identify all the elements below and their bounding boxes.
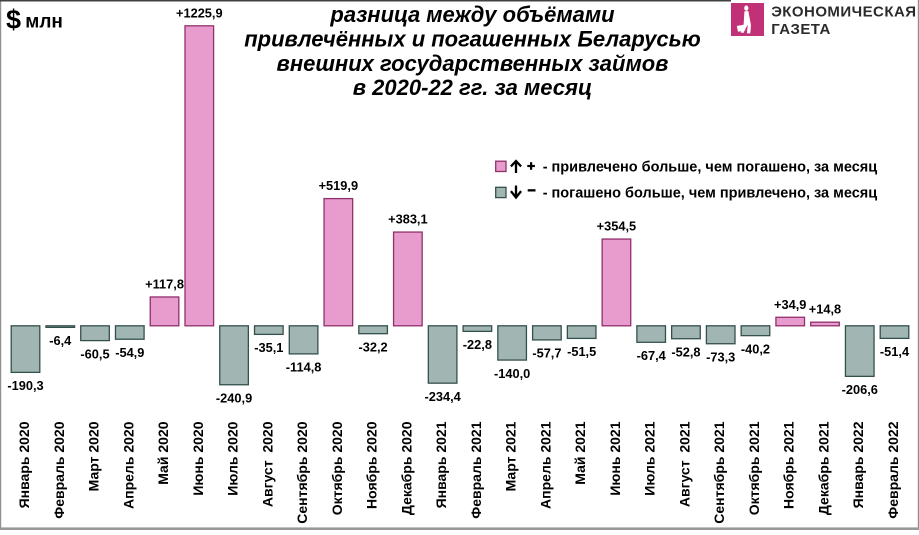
svg-text:Декабрь 2021: Декабрь 2021 [815, 421, 831, 515]
svg-text:Октябрь 2020: Октябрь 2020 [329, 421, 345, 515]
svg-text:-140,0: -140,0 [494, 366, 530, 381]
svg-text:Июнь 2020: Июнь 2020 [190, 421, 206, 495]
svg-text:Декабрь 2020: Декабрь 2020 [398, 421, 414, 515]
svg-text:-52,8: -52,8 [671, 345, 700, 360]
svg-text:Март 2020: Март 2020 [86, 421, 102, 491]
svg-text:+354,5: +354,5 [597, 219, 637, 234]
svg-text:-35,1: -35,1 [254, 340, 283, 355]
svg-text:Октябрь 2021: Октябрь 2021 [746, 421, 762, 515]
svg-text:- привлечено больше, чем погаш: - привлечено больше, чем погашено, за ме… [543, 159, 878, 175]
svg-text:$: $ [6, 4, 21, 34]
svg-text:-240,9: -240,9 [216, 391, 252, 406]
svg-text:-6,4: -6,4 [49, 333, 72, 348]
svg-text:Август 2021: Август 2021 [676, 421, 692, 507]
svg-text:Ноябрь 2021: Ноябрь 2021 [781, 421, 797, 509]
svg-text:привлечённых и погашенных Бела: привлечённых и погашенных Беларусью [244, 27, 701, 52]
svg-text:Февраль 2020: Февраль 2020 [51, 421, 67, 518]
svg-text:Апрель 2020: Апрель 2020 [120, 421, 136, 509]
svg-text:Май 2021: Май 2021 [572, 421, 588, 484]
svg-text:млн: млн [25, 11, 63, 32]
svg-text:- погашено больше, чем привлеч: - погашено больше, чем привлечено, за ме… [543, 185, 878, 201]
svg-text:-114,8: -114,8 [286, 360, 322, 375]
svg-text:+383,1: +383,1 [388, 212, 428, 227]
svg-text:-190,3: -190,3 [7, 378, 43, 393]
svg-text:+34,9: +34,9 [774, 297, 806, 312]
svg-text:Май 2020: Май 2020 [155, 421, 171, 484]
svg-text:-57,7: -57,7 [532, 346, 561, 361]
svg-text:в 2020-22 гг. за месяц: в 2020-22 гг. за месяц [353, 75, 592, 100]
svg-text:-206,6: -206,6 [842, 382, 878, 397]
svg-text:Июль 2020: Июль 2020 [225, 421, 241, 495]
svg-text:Январь 2021: Январь 2021 [433, 421, 449, 508]
svg-text:Сентябрь 2020: Сентябрь 2020 [294, 421, 310, 523]
svg-text:Март 2021: Март 2021 [503, 421, 519, 491]
svg-text:внешних государственных займов: внешних государственных займов [277, 51, 669, 76]
svg-text:+519,9: +519,9 [319, 178, 359, 193]
svg-text:-51,5: -51,5 [567, 344, 596, 359]
svg-text:-40,2: -40,2 [741, 341, 770, 356]
svg-text:+1225,9: +1225,9 [176, 5, 223, 20]
svg-text:Февраль 2021: Февраль 2021 [468, 421, 484, 518]
svg-text:разница между объёмами: разница между объёмами [329, 2, 615, 27]
svg-text:-73,3: -73,3 [706, 350, 735, 365]
svg-text:Ноябрь 2020: Ноябрь 2020 [364, 421, 380, 509]
svg-text:-22,8: -22,8 [463, 337, 492, 352]
svg-text:Сентябрь 2021: Сентябрь 2021 [711, 421, 727, 523]
svg-text:-54,9: -54,9 [115, 345, 144, 360]
svg-text:-51,4: -51,4 [880, 344, 910, 359]
svg-text:Январь 2022: Январь 2022 [850, 421, 866, 508]
svg-text:Февраль 2022: Февраль 2022 [885, 421, 901, 518]
svg-text:+14,8: +14,8 [809, 302, 841, 317]
svg-text:-60,5: -60,5 [80, 346, 109, 361]
svg-text:-234,4: -234,4 [424, 389, 461, 404]
svg-text:ЭКОНОМИЧЕСКАЯ: ЭКОНОМИЧЕСКАЯ [771, 3, 916, 20]
svg-text:ГАЗЕТА: ГАЗЕТА [771, 21, 831, 38]
svg-text:-32,2: -32,2 [359, 339, 388, 354]
svg-text:Январь 2020: Январь 2020 [16, 421, 32, 508]
svg-text:Июнь 2021: Июнь 2021 [607, 421, 623, 495]
svg-text:+117,8: +117,8 [145, 276, 184, 291]
svg-text:Апрель 2021: Апрель 2021 [537, 421, 553, 509]
svg-text:-67,4: -67,4 [637, 348, 667, 363]
svg-text:Август 2020: Август 2020 [259, 421, 275, 507]
svg-text:Июль 2021: Июль 2021 [642, 421, 658, 495]
